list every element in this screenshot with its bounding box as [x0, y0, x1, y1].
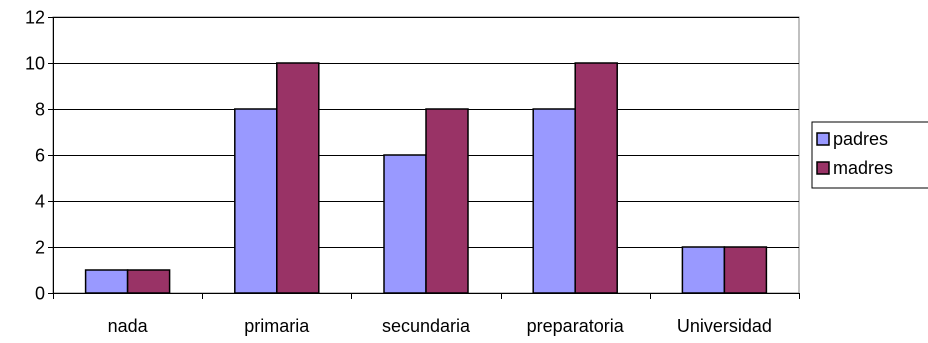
bar-madres-primaria: [276, 62, 320, 294]
bar-padres-secundaria: [383, 154, 427, 294]
legend-box: [811, 121, 928, 189]
y-tick-label-12: 12: [25, 8, 45, 28]
bar-padres-Universidad: [681, 246, 726, 294]
x-tick-label-nada: nada: [108, 316, 149, 336]
x-tick-label-preparatoria: preparatoria: [527, 316, 625, 336]
y-tick-label-6: 6: [35, 146, 45, 166]
axes: 0 2 4 6 8 10 12 nada primaria secundaria preparato…: [25, 8, 800, 336]
y-tick-label-2: 2: [35, 238, 45, 258]
y-tick-label-0: 0: [35, 284, 45, 304]
bar-madres-preparatoria: [574, 62, 618, 294]
bar-madres-secundaria: [425, 108, 469, 294]
legend-swatch-madres: [816, 161, 830, 175]
x-tick-label-primaria: primaria: [244, 316, 310, 336]
bar-padres-primaria: [234, 108, 278, 294]
bar-padres-nada: [84, 269, 129, 294]
y-tick-label-4: 4: [35, 192, 45, 212]
y-tick-label-10: 10: [25, 54, 45, 74]
x-tick-label-secundaria: secundaria: [382, 316, 471, 336]
legend-swatch-padres: [816, 132, 830, 146]
legend: padres madres: [811, 121, 928, 189]
bar-madres-nada: [126, 269, 171, 294]
legend-label-madres: madres: [833, 158, 893, 178]
legend-label-padres: padres: [833, 129, 888, 149]
bar-padres-preparatoria: [532, 108, 576, 294]
bars: [84, 62, 768, 294]
y-tick-label-8: 8: [35, 100, 45, 120]
x-tick-label-Universidad: Universidad: [677, 316, 772, 336]
bar-madres-Universidad: [723, 246, 768, 294]
